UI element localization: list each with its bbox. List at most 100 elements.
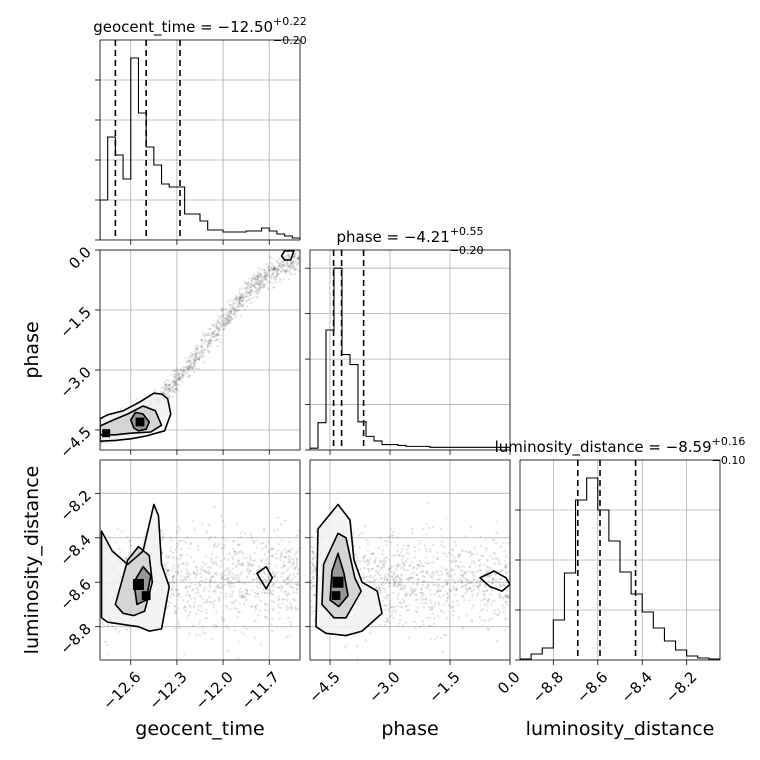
sample-point <box>273 573 277 576</box>
sample-point <box>245 575 249 579</box>
sample-point <box>272 266 276 270</box>
sample-point <box>242 296 245 300</box>
sample-point <box>170 390 173 394</box>
sample-point <box>455 599 459 603</box>
sample-point <box>270 548 273 551</box>
sample-point <box>398 618 402 622</box>
sample-point <box>168 389 172 393</box>
sample-point <box>238 581 241 584</box>
sample-point <box>378 586 382 589</box>
sample-point <box>422 565 425 568</box>
sample-point <box>376 565 379 568</box>
sample-point <box>313 552 316 556</box>
sample-point <box>235 563 239 567</box>
sample-point <box>178 378 182 381</box>
sample-point <box>280 270 283 273</box>
sample-point <box>209 341 212 345</box>
sample-point <box>239 573 242 576</box>
sample-point <box>289 268 292 271</box>
sample-point <box>399 551 403 554</box>
sample-point <box>251 578 254 582</box>
sample-point <box>370 580 373 583</box>
sample-point <box>274 267 277 270</box>
sample-point <box>200 346 203 349</box>
sample-point <box>286 576 289 580</box>
sample-point <box>247 581 250 584</box>
sample-point <box>493 552 496 555</box>
sample-point <box>392 530 395 534</box>
sample-point <box>195 587 198 590</box>
sample-point <box>504 566 507 569</box>
sample-point <box>446 571 449 574</box>
sample-point <box>183 605 187 608</box>
sample-point <box>285 268 288 272</box>
sample-point <box>406 578 409 581</box>
sample-point <box>174 588 178 591</box>
y-tick-label: 0.0 <box>65 243 95 273</box>
sample-point <box>195 634 198 637</box>
sample-point <box>202 355 205 359</box>
sample-point <box>383 539 387 542</box>
sample-point <box>460 580 464 583</box>
sample-point <box>271 607 275 611</box>
sample-point <box>165 568 168 571</box>
sample-point <box>199 579 203 583</box>
sample-point <box>211 333 214 337</box>
sample-point <box>470 618 473 622</box>
sample-point <box>419 562 422 565</box>
sample-point <box>355 559 359 563</box>
sample-point <box>117 630 121 634</box>
sample-point <box>378 588 381 591</box>
sample-point <box>260 279 264 283</box>
sample-point <box>191 589 194 592</box>
sample-point <box>426 562 429 565</box>
sample-point <box>415 573 419 577</box>
sample-point <box>435 590 439 594</box>
sample-point <box>207 565 210 569</box>
sample-point <box>216 573 219 577</box>
sample-point <box>286 264 290 267</box>
sample-point <box>178 528 181 531</box>
sample-point <box>259 273 262 276</box>
sample-point <box>486 598 490 601</box>
sample-point <box>384 561 387 564</box>
sample-point <box>280 539 283 542</box>
sample-point <box>385 617 388 620</box>
sample-point <box>400 566 403 570</box>
scatter-panel-phase-luminosity_distance <box>310 460 510 660</box>
sample-point <box>279 558 282 562</box>
sample-point <box>473 546 476 549</box>
sample-point <box>259 582 262 586</box>
sample-point <box>179 368 182 372</box>
sample-point <box>390 614 394 618</box>
sample-point <box>284 592 288 596</box>
sample-point <box>208 579 212 582</box>
sample-point <box>212 335 215 338</box>
sample-point <box>187 367 190 371</box>
sample-point <box>283 555 286 559</box>
sample-point <box>177 379 180 382</box>
sample-point <box>367 580 370 584</box>
sample-point <box>419 591 422 595</box>
sample-point <box>312 609 316 613</box>
sample-point <box>414 598 417 602</box>
sample-point <box>241 595 244 599</box>
sample-point <box>255 275 259 278</box>
sample-point <box>215 333 219 336</box>
sample-point <box>239 630 243 634</box>
sample-point <box>177 376 180 379</box>
sample-point <box>483 583 487 587</box>
sample-point <box>233 550 236 553</box>
sample-point <box>237 640 240 643</box>
sample-point <box>291 261 294 264</box>
sample-point <box>366 558 369 562</box>
sample-point <box>200 344 204 348</box>
sample-point <box>237 543 240 547</box>
sample-point <box>287 549 291 553</box>
x-tick-label: −12.0 <box>192 668 237 713</box>
x-tick-label: −8.2 <box>662 668 700 706</box>
sample-point <box>238 295 242 299</box>
sample-point <box>400 581 403 584</box>
sample-point <box>238 543 241 547</box>
sample-point <box>267 577 271 580</box>
